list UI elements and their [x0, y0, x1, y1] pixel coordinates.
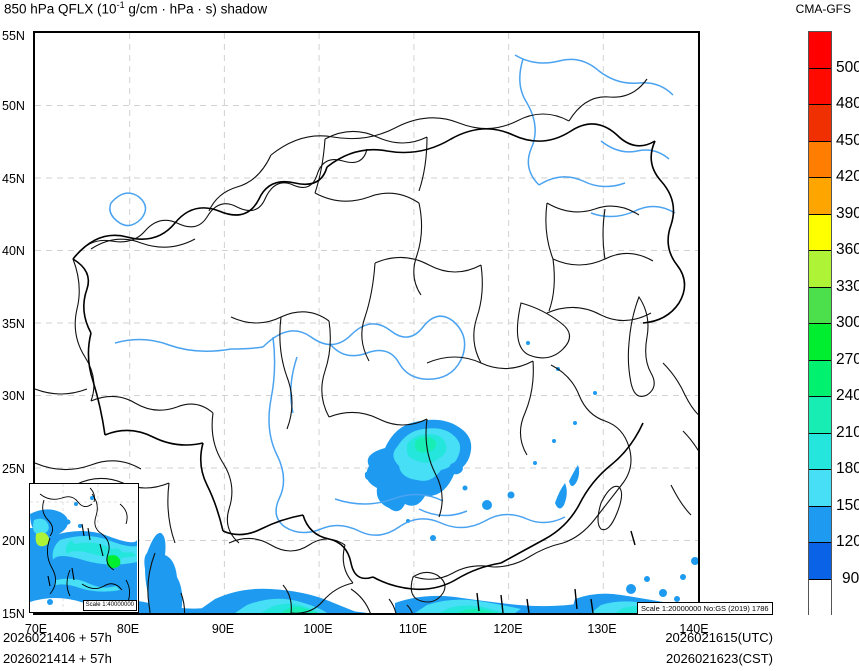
rivers-layer: [109, 54, 676, 536]
x-tick-label: 140E: [679, 622, 709, 636]
map-svg: [35, 33, 698, 613]
inset-map-svg: [30, 484, 137, 611]
footer-init-time-cst: 2026021414 + 57h: [3, 651, 112, 666]
colorbar-tick-label: 270: [836, 350, 859, 368]
grid-lines: [35, 33, 698, 613]
colorbar-segment: [809, 68, 831, 105]
inset-marks: [47, 523, 104, 587]
colorbar-tick-label: 120: [836, 533, 859, 550]
chart-title-main: 850 hPa QFLX (10: [4, 1, 117, 17]
colorbar-segment: [809, 141, 831, 178]
map-plot-area: [33, 31, 700, 615]
x-tick-label: 130E: [587, 622, 617, 636]
colorbar-tick-label: 150: [836, 496, 859, 514]
colorbar-tick-label: 90: [842, 569, 859, 587]
colorbar-segment: [809, 178, 831, 215]
colorbar-segment: [809, 543, 831, 580]
colorbar-segment: [809, 287, 831, 324]
inset-map: Scale 1:40000000: [29, 483, 139, 613]
colorbar: [808, 31, 832, 616]
colorbar-segment: [809, 32, 831, 69]
footer-valid-time-cst: 2026021623(CST): [666, 651, 773, 666]
colorbar-segment: [809, 105, 831, 142]
shaded-field: [35, 341, 698, 613]
footer-valid-time-utc: 2026021615(UTC): [665, 630, 773, 645]
x-tick-label: 90E: [211, 622, 235, 636]
y-tick-label: 50N: [2, 99, 25, 113]
chart-title: 850 hPa QFLX (10-1 g/cm · hPa · s) shado…: [4, 1, 267, 16]
colorbar-tick-label: 480: [836, 95, 859, 112]
y-tick-label: 20N: [2, 534, 25, 548]
colorbar-segment: [809, 470, 831, 507]
y-tick-label: 25N: [2, 462, 25, 476]
island-marks: [476, 530, 636, 613]
y-tick-label: 30N: [2, 389, 25, 403]
y-tick-label: 45N: [2, 172, 25, 186]
chart-title-exponent: -1: [116, 0, 125, 10]
x-tick-label: 110E: [398, 622, 428, 636]
colorbar-tick-label: 500: [836, 58, 859, 76]
national-border: [72, 123, 686, 591]
colorbar-tick-label: 450: [836, 131, 859, 149]
colorbar-segment: [809, 397, 831, 434]
colorbar-segment: [809, 214, 831, 251]
inset-coastlines: [39, 487, 131, 603]
colorbar-tick-label: 300: [836, 314, 859, 331]
y-tick-label: 40N: [2, 244, 25, 258]
x-tick-label: 80E: [116, 622, 140, 636]
colorbar-segment: [809, 433, 831, 470]
colorbar-tick-label: 420: [836, 168, 859, 185]
colorbar-segment: [809, 579, 831, 616]
map-scale-label: Scale 1:20000000 No:GS (2019) 1786: [637, 602, 773, 615]
colorbar-tick-label: 180: [836, 460, 859, 477]
colorbar-tick-label: 390: [836, 204, 859, 222]
chart-title-rest: g/cm · hPa · s) shadow: [124, 1, 268, 17]
model-label: CMA-GFS: [795, 2, 851, 16]
colorbar-tick-label: 360: [836, 241, 859, 258]
x-tick-label: 120E: [493, 622, 523, 636]
colorbar-tick-label: 210: [836, 423, 859, 441]
inset-shading: [30, 496, 137, 607]
y-tick-label: 15N: [2, 607, 25, 621]
x-tick-label: 70E: [24, 622, 48, 636]
colorbar-tick-label: 330: [836, 277, 859, 295]
y-tick-label: 55N: [2, 29, 25, 43]
colorbar-segment: [809, 324, 831, 361]
colorbar-tick-label: 240: [836, 387, 859, 404]
inset-scale-label: Scale 1:40000000: [82, 600, 137, 611]
x-tick-label: 100E: [303, 622, 333, 636]
colorbar-segment: [809, 251, 831, 288]
y-tick-label: 35N: [2, 317, 25, 331]
colorbar-segment: [809, 360, 831, 397]
province-borders: [35, 78, 698, 613]
footer-init-time-utc: 2026021406 + 57h: [3, 630, 112, 645]
colorbar-segment: [809, 506, 831, 543]
